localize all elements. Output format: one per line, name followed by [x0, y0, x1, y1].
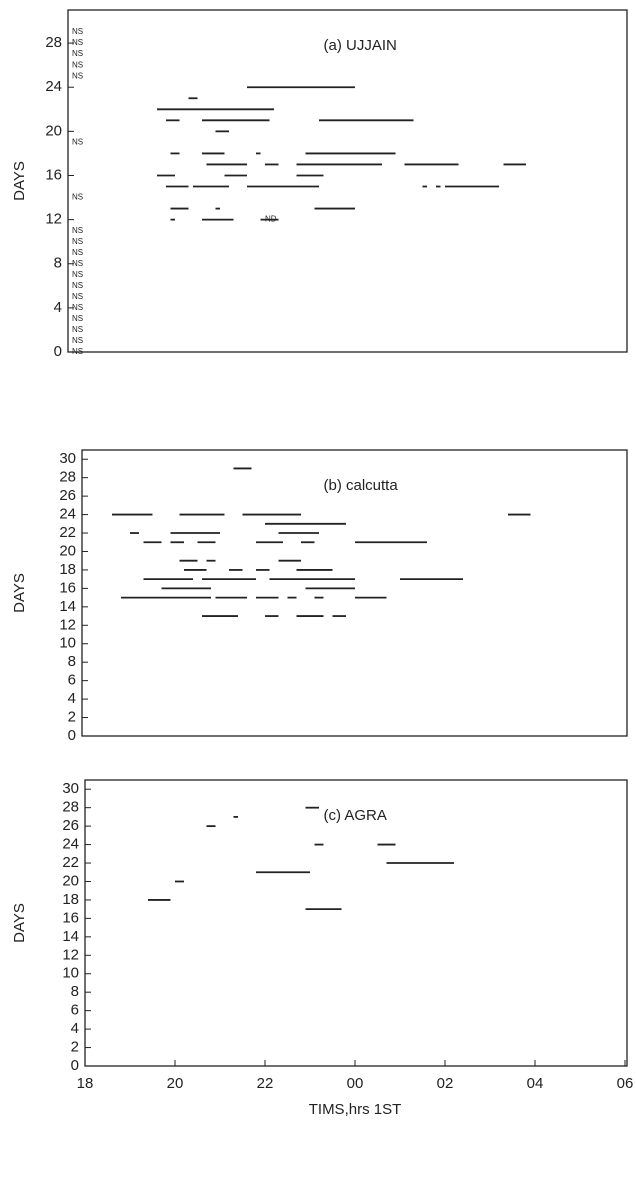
y-tick-label: 2	[71, 1039, 79, 1056]
annotation: NS	[72, 259, 83, 268]
y-tick-label: 10	[59, 635, 76, 652]
x-tick-label: 22	[257, 1075, 274, 1092]
x-tick-label: 06	[617, 1075, 634, 1092]
y-tick-label: 30	[62, 780, 79, 797]
annotation: NS	[72, 281, 83, 290]
y-tick-label: 30	[59, 450, 76, 467]
annotation: NS	[72, 226, 83, 235]
annotation: ND	[265, 215, 277, 224]
plot-frame	[84, 779, 628, 1067]
y-tick-label: 20	[45, 122, 62, 139]
x-tick-label: 18	[77, 1075, 94, 1092]
y-axis-label: DAYS	[11, 573, 28, 613]
annotation: NS	[72, 237, 83, 246]
y-tick-label: 24	[59, 506, 76, 523]
y-tick-label: 4	[68, 690, 76, 707]
annotation: NS	[72, 27, 83, 36]
panel-title: (b) calcutta	[324, 477, 399, 494]
x-axis-label: TIMS,hrs 1ST	[309, 1101, 402, 1118]
y-tick-label: 8	[54, 255, 62, 272]
annotation: NS	[72, 71, 83, 80]
y-tick-label: 16	[62, 909, 79, 926]
y-tick-label: 12	[59, 616, 76, 633]
x-tick-label: 04	[527, 1075, 544, 1092]
y-tick-label: 0	[54, 343, 62, 360]
annotation: NS	[72, 336, 83, 345]
annotation: NS	[72, 292, 83, 301]
panel-title: (a) UJJAIN	[324, 37, 397, 54]
y-tick-label: 14	[62, 928, 79, 945]
y-axis-label: DAYS	[11, 903, 28, 943]
annotation: NS	[72, 270, 83, 279]
annotation: NS	[72, 193, 83, 202]
x-tick-label: 20	[167, 1075, 184, 1092]
x-tick-label: 02	[437, 1075, 454, 1092]
annotation: NS	[72, 303, 83, 312]
y-tick-label: 24	[62, 836, 79, 853]
y-tick-label: 18	[62, 891, 79, 908]
y-tick-label: 8	[71, 983, 79, 1000]
y-tick-label: 0	[71, 1057, 79, 1074]
y-tick-label: 12	[45, 211, 62, 228]
y-tick-label: 24	[45, 78, 62, 95]
y-tick-label: 28	[59, 469, 76, 486]
y-tick-label: 4	[71, 1020, 79, 1037]
y-tick-label: 20	[62, 872, 79, 889]
y-tick-label: 18	[59, 561, 76, 578]
annotation: NS	[72, 347, 83, 356]
y-tick-label: 26	[59, 487, 76, 504]
annotation: NS	[72, 38, 83, 47]
y-tick-label: 2	[68, 709, 76, 726]
y-tick-label: 28	[45, 34, 62, 51]
y-tick-label: 10	[62, 965, 79, 982]
y-tick-label: 16	[59, 579, 76, 596]
annotation: NS	[72, 248, 83, 257]
annotation: NS	[72, 325, 83, 334]
annotation: NS	[72, 314, 83, 323]
y-tick-label: 12	[62, 946, 79, 963]
y-tick-label: 22	[59, 524, 76, 541]
y-tick-label: 6	[68, 672, 76, 689]
y-tick-label: 6	[71, 1002, 79, 1019]
y-tick-label: 22	[62, 854, 79, 871]
plot-frame	[67, 9, 628, 353]
y-tick-label: 0	[68, 727, 76, 744]
y-tick-label: 26	[62, 817, 79, 834]
plot-frame	[81, 449, 628, 737]
annotation: NS	[72, 49, 83, 58]
x-tick-label: 00	[347, 1075, 364, 1092]
panel-title: (c) AGRA	[324, 807, 387, 824]
annotation: NS	[72, 60, 83, 69]
y-axis-label: DAYS	[11, 161, 28, 201]
y-tick-label: 8	[68, 653, 76, 670]
y-tick-label: 14	[59, 598, 76, 615]
annotation: NS	[72, 137, 83, 146]
y-tick-label: 16	[45, 166, 62, 183]
y-tick-label: 20	[59, 542, 76, 559]
y-tick-label: 28	[62, 799, 79, 816]
y-tick-label: 4	[54, 299, 62, 316]
